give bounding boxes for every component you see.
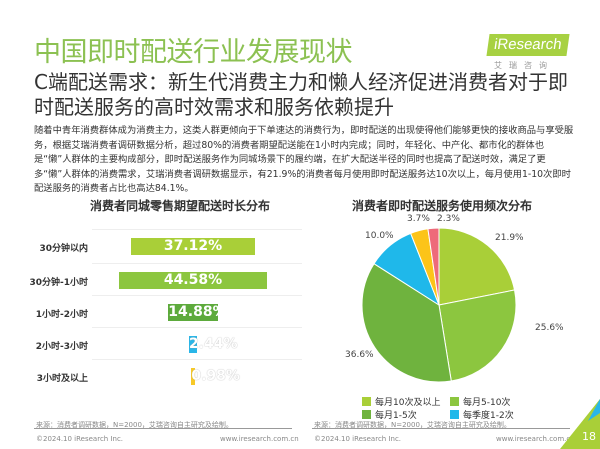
legend-label: 每季度1-2次: [463, 411, 514, 421]
pie-value-label: 21.9%: [495, 233, 524, 243]
bar-value-label: 14.88%: [168, 304, 227, 320]
copyright: ©2024.10 iResearch Inc.: [36, 435, 124, 443]
legend-item: 每月10次及以上: [362, 395, 440, 408]
legend-swatch: [362, 397, 371, 406]
bar-category-label: 30分钟-1小时: [29, 278, 88, 288]
row-gridline: [92, 359, 302, 360]
row-gridline: [92, 229, 302, 230]
page-title: 中国即时配送行业发展现状: [34, 37, 353, 68]
website-url: www.iresearch.com.cn: [496, 435, 575, 443]
bar: 37.12%: [131, 238, 255, 255]
logo-subtitle: 艾瑞咨询: [494, 61, 554, 70]
bar: 14.88%: [168, 304, 227, 321]
footer-divider: [312, 428, 570, 429]
legend-swatch: [450, 410, 459, 419]
row-gridline: [92, 327, 302, 328]
legend-label: 每月10次及以上: [375, 398, 441, 408]
bar: 2.44%: [188, 336, 238, 353]
bar-category-label: 2小时-3小时: [35, 342, 88, 352]
bar-value-label: 0.98%: [191, 368, 240, 384]
website-url: www.iresearch.com.cn: [220, 435, 299, 443]
bar: 0.98%: [191, 368, 240, 385]
footer-divider: [34, 428, 292, 429]
row-gridline: [92, 263, 302, 264]
summary-paragraph: 随着中青年消费群体成为消费主力，这类人群更倾向于下单速达的消费行为，即时配送的出…: [34, 125, 574, 194]
source-note: 来源：消费者调研数据，N=2000，艾瑞咨询自主研究及绘制。: [36, 421, 233, 429]
page-number: 18: [582, 430, 596, 443]
copyright: ©2024.10 iResearch Inc.: [314, 435, 402, 443]
pie-chart-title: 消费者即时配送服务使用频次分布: [352, 199, 533, 213]
legend-swatch: [362, 410, 371, 419]
bar-category-label: 30分钟以内: [39, 244, 88, 254]
pie-value-label: 25.6%: [535, 323, 564, 333]
legend-label: 每月1-5次: [375, 411, 417, 421]
page-subtitle: C端配送需求：新生代消费主力和懒人经济促进消费者对于即时配送服务的高时效需求和服…: [34, 70, 568, 119]
bar-category-label: 3小时及以上: [36, 374, 88, 384]
source-note: 来源：消费者调研数据，N=2000，艾瑞咨询自主研究及绘制。: [314, 421, 511, 429]
pie-value-label: 3.7%: [407, 214, 430, 224]
corner-decoration: [560, 399, 600, 449]
bar-value-label: 2.44%: [188, 336, 238, 352]
legend-swatch: [450, 397, 459, 406]
bar-value-label: 37.12%: [163, 238, 223, 254]
pie-value-label: 10.0%: [365, 231, 394, 241]
bar: 44.58%: [118, 272, 267, 289]
bar-chart-title: 消费者同城零售期望配送时长分布: [90, 199, 271, 213]
row-gridline: [92, 295, 302, 296]
pie-slice: [438, 289, 517, 382]
bar-value-label: 44.58%: [163, 272, 223, 288]
pie-value-label: 36.6%: [345, 350, 374, 360]
pie-value-label: 2.3%: [437, 214, 460, 224]
pie-slice: [361, 262, 452, 383]
legend-item: 每季度1-2次: [450, 408, 514, 421]
pie-slice: [438, 227, 516, 306]
legend-item: 每月5-10次: [450, 395, 510, 408]
legend-item: 每月1-5次: [362, 408, 417, 421]
pie-slice: [427, 227, 440, 306]
bar-category-label: 1小时-2小时: [35, 310, 88, 320]
legend-label: 每月5-10次: [463, 398, 511, 408]
